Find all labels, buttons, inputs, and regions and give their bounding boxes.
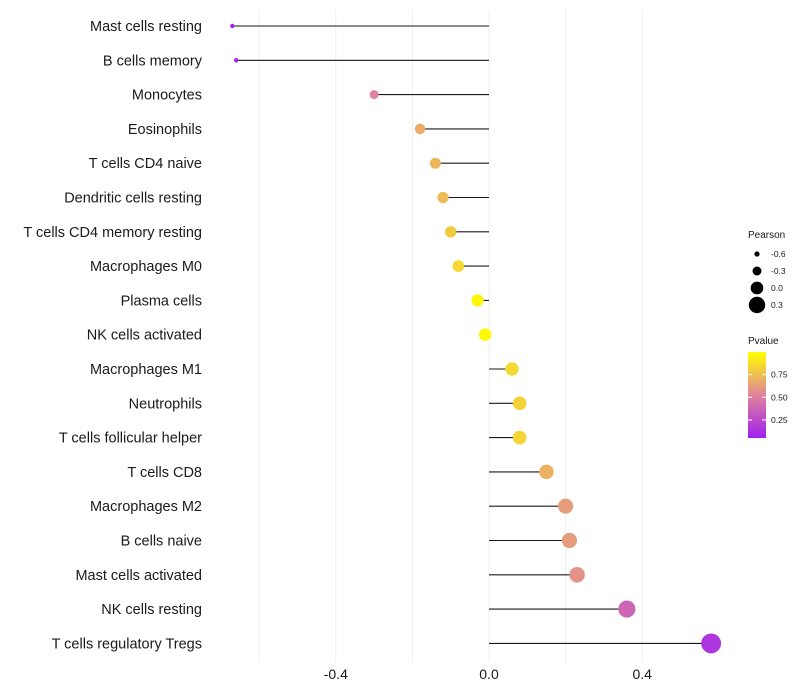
category-label: Macrophages M2 [90,499,202,515]
category-label: Dendritic cells resting [64,191,202,207]
size-legend-label: -0.6 [771,249,786,259]
point-15 [558,498,574,514]
point-19 [701,633,722,654]
lollipop-stems [232,25,712,644]
size-legend-title: Pearson [748,230,785,241]
size-legend-dot [752,266,762,276]
point-7 [444,226,457,238]
category-label: Mast cells resting [90,19,202,35]
color-legend-title: Pvalue [748,336,779,347]
x-tick-label: 0.0 [479,666,499,682]
point-4 [414,123,426,135]
size-legend-dot [748,296,766,314]
point-3 [369,90,379,100]
size-legend: Pearson -0.6 -0.3 0.0 0.3 [748,230,786,314]
category-label: T cells regulatory Tregs [52,636,202,652]
size-legend-label: 0.0 [771,283,783,293]
category-label: Macrophages M1 [90,362,202,378]
point-6 [437,191,449,204]
category-label: Monocytes [132,88,202,104]
color-legend: Pvalue 0.75 0.50 0.25 [748,336,788,438]
grid-lines [258,10,643,662]
category-label: B cells memory [103,53,203,69]
point-18 [618,600,636,618]
point-11 [505,362,519,376]
color-legend-bar [748,352,766,438]
category-label: Neutrophils [129,396,202,412]
category-label: T cells follicular helper [59,431,202,447]
size-legend-label: 0.3 [771,300,783,310]
category-label: T cells CD4 naive [89,156,202,172]
category-label: T cells CD8 [127,465,202,481]
category-label: Plasma cells [121,293,202,309]
point-10 [478,328,492,341]
x-tick-label: 0.4 [632,666,652,682]
point-1 [230,23,235,29]
color-legend-label: 0.25 [771,415,788,425]
x-tick-label: -0.4 [324,666,348,682]
point-5 [429,157,441,169]
point-8 [452,260,465,272]
category-label: NK cells resting [101,602,202,618]
point-16 [561,532,578,549]
category-label: T cells CD4 memory resting [23,225,202,241]
color-legend-label: 0.75 [771,370,788,380]
category-labels: Mast cells resting B cells memory Monocyte… [23,19,202,652]
lollipop-points [230,23,722,654]
category-label: Mast cells activated [75,568,202,584]
size-legend-dot [750,281,764,295]
category-label: Eosinophils [128,122,202,138]
size-legend-label: -0.3 [771,266,786,276]
x-axis-ticks: -0.4 0.0 0.4 [324,666,652,682]
point-17 [569,567,585,583]
point-9 [471,294,484,307]
category-label: NK cells activated [87,328,202,344]
point-13 [512,430,527,445]
point-12 [512,396,527,411]
category-label: Macrophages M0 [90,259,202,275]
point-14 [539,464,554,480]
color-legend-label: 0.50 [771,392,788,402]
point-2 [233,58,239,63]
size-legend-dot [754,251,760,257]
category-label: B cells naive [121,534,202,550]
